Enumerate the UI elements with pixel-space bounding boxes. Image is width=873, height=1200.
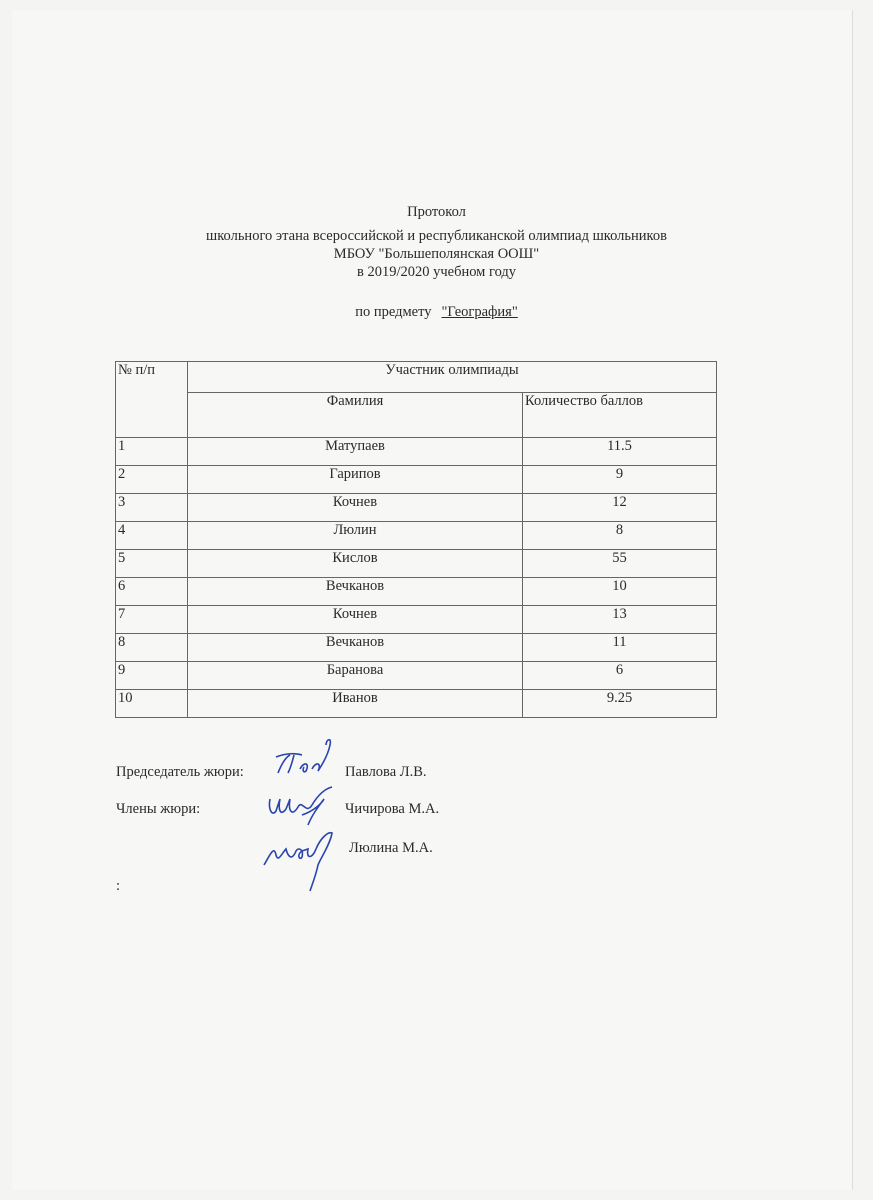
row-surname: Иванов — [187, 689, 523, 718]
table-row: 2 Гарипов 9 — [115, 465, 717, 494]
row-surname: Вечканов — [187, 633, 523, 662]
row-number: 4 — [115, 521, 188, 550]
table-row: 6 Вечканов 10 — [115, 577, 717, 606]
table-row: 10 Иванов 9.25 — [115, 689, 717, 718]
header-participant: Участник олимпиады — [187, 361, 717, 393]
results-table: № п/п Участник олимпиады Фамилия Количес… — [115, 361, 717, 718]
row-surname: Кочнев — [187, 605, 523, 634]
subject-value: "География" — [441, 304, 518, 320]
table-row: 5 Кислов 55 — [115, 549, 717, 578]
row-score: 6 — [522, 661, 717, 690]
header-score: Количество баллов — [522, 392, 717, 438]
row-number: 8 — [115, 633, 188, 662]
row-surname: Люлин — [187, 521, 523, 550]
doc-title: Протокол — [407, 204, 466, 220]
table-row: 7 Кочнев 13 — [115, 605, 717, 634]
member-1-name: Чичирова М.А. — [345, 801, 440, 817]
row-surname: Вечканов — [187, 577, 523, 606]
header-num: № п/п — [115, 361, 188, 438]
table-row: 1 Матупаев 11.5 — [115, 437, 717, 466]
row-score: 12 — [522, 493, 717, 522]
chair-name: Павлова Л.В. — [345, 764, 427, 780]
row-number: 5 — [115, 549, 188, 578]
row-number: 10 — [115, 689, 188, 718]
row-score: 13 — [522, 605, 717, 634]
member-2-name: Люлина М.А. — [349, 840, 433, 856]
row-number: 7 — [115, 605, 188, 634]
row-number: 1 — [115, 437, 188, 466]
row-score: 55 — [522, 549, 717, 578]
row-score: 10 — [522, 577, 717, 606]
row-score: 11 — [522, 633, 717, 662]
members-label: Члены жюри: — [116, 801, 201, 817]
row-surname: Кочнев — [187, 493, 523, 522]
row-number: 9 — [115, 661, 188, 690]
subject-label: по предмету — [355, 304, 432, 320]
signature-chair — [275, 738, 332, 774]
row-number: 3 — [115, 493, 188, 522]
row-surname: Матупаев — [187, 437, 523, 466]
header-surname: Фамилия — [187, 392, 523, 438]
table-row: 4 Люлин 8 — [115, 521, 717, 550]
table-row: 8 Вечканов 11 — [115, 633, 717, 662]
trailing-colon: : — [116, 878, 121, 894]
row-surname: Кислов — [187, 549, 523, 578]
signature-member-2 — [263, 831, 333, 892]
row-score: 11.5 — [522, 437, 717, 466]
row-score: 9 — [522, 465, 717, 494]
row-number: 6 — [115, 577, 188, 606]
row-score: 9.25 — [522, 689, 717, 718]
doc-subtitle: школьного этана всероссийской и республи… — [206, 228, 667, 244]
school-name: МБОУ "Большеполянская ООШ" — [333, 246, 540, 262]
table-row: 9 Баранова 6 — [115, 661, 717, 690]
row-score: 8 — [522, 521, 717, 550]
table-row: 3 Кочнев 12 — [115, 493, 717, 522]
row-number: 2 — [115, 465, 188, 494]
signature-member-1 — [268, 786, 333, 826]
subject-line: по предмету "География" — [0, 304, 873, 321]
chair-label: Председатель жюри: — [116, 764, 244, 780]
school-year: в 2019/2020 учебном году — [356, 264, 517, 280]
row-surname: Баранова — [187, 661, 523, 690]
row-surname: Гарипов — [187, 465, 523, 494]
